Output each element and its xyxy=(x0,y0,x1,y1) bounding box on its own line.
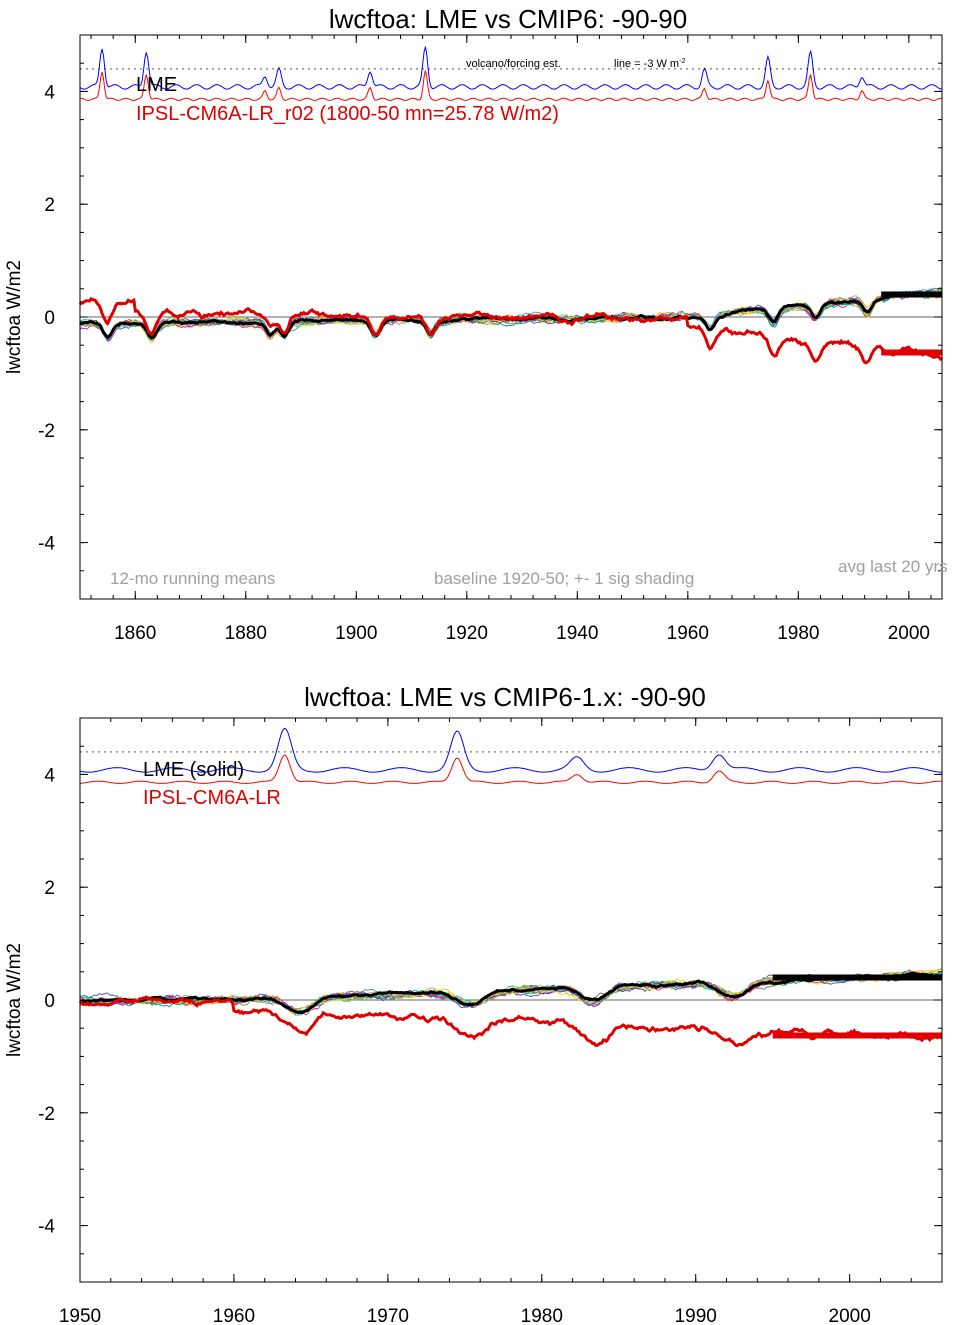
x-tick-label: 2000 xyxy=(888,623,930,644)
plot-area-1 xyxy=(78,46,943,365)
y-tick-label: 2 xyxy=(44,878,55,899)
plot-frame-1 xyxy=(79,34,943,600)
y-tick-label: -2 xyxy=(38,421,55,442)
y-tick-label: -4 xyxy=(38,534,55,555)
y-tick-label: 4 xyxy=(44,765,55,786)
ipsl-line xyxy=(78,297,943,365)
ipsl-line xyxy=(78,995,943,1048)
legend-lme-1: LME xyxy=(136,74,177,96)
forcing-ipsl-line xyxy=(79,754,942,784)
legend-ipsl-1: IPSL-CM6A-LR_r02 (1800-50 mn=25.78 W/m2) xyxy=(136,103,559,125)
line-note: line = -3 W m-2 xyxy=(614,58,685,70)
x-tick-label: 2000 xyxy=(829,1306,871,1325)
axis-ticks-1: 1860 1880 1900 1920 1940 1960 1980 2000 -4 -2 0 2 4 xyxy=(38,34,942,644)
y-axis-label-1: lwcftoa W/m2 xyxy=(4,260,25,374)
y-axis-label-2: lwcftoa W/m2 xyxy=(4,943,25,1057)
x-tick-label: 1960 xyxy=(667,623,709,644)
y-tick-label: -2 xyxy=(38,1104,55,1125)
plot-area-2 xyxy=(78,727,943,1048)
y-tick-label: 0 xyxy=(44,991,55,1012)
x-tick-label: 1990 xyxy=(675,1306,717,1325)
y-tick-label: -4 xyxy=(38,1217,55,1238)
forcing-lme-line xyxy=(79,727,942,773)
baseline-note: baseline 1920-50; +- 1 sig shading xyxy=(434,569,694,588)
chart-title-1: lwcftoa: LME vs CMIP6: -90-90 xyxy=(329,4,687,34)
chart-panel-2: lwcftoa: LME vs CMIP6-1.x: -90-90 lwcfto… xyxy=(4,682,943,1325)
forcing-lme-line xyxy=(79,46,943,90)
x-tick-label: 1980 xyxy=(521,1306,563,1325)
x-tick-label: 1900 xyxy=(335,623,377,644)
axis-ticks-2: 1950 1960 1970 1980 1990 2000 -4 -2 0 2 4 xyxy=(38,717,943,1325)
volcano-note: volcano/forcing est. xyxy=(466,58,561,70)
y-tick-label: 2 xyxy=(44,195,55,216)
chart-panel-1: lwcftoa: LME vs CMIP6: -90-90 lwcftoa W/… xyxy=(4,4,948,644)
x-tick-label: 1940 xyxy=(556,623,598,644)
forcing-ipsl-line xyxy=(80,70,942,101)
running-mean-note: 12-mo running means xyxy=(110,569,275,588)
x-tick-label: 1860 xyxy=(114,623,156,644)
x-tick-label: 1980 xyxy=(777,623,819,644)
y-tick-label: 0 xyxy=(44,308,55,329)
line-note-superscript: -2 xyxy=(679,58,685,65)
line-note-text: line = -3 W m xyxy=(614,58,679,70)
x-tick-label: 1960 xyxy=(213,1306,255,1325)
legend-ipsl-2: IPSL-CM6A-LR xyxy=(143,787,281,809)
chart-title-2: lwcftoa: LME vs CMIP6-1.x: -90-90 xyxy=(304,682,706,712)
x-tick-label: 1880 xyxy=(225,623,267,644)
legend-lme-2: LME (solid) xyxy=(143,759,244,781)
plot-frame-2 xyxy=(79,717,943,1283)
x-tick-label: 1970 xyxy=(367,1306,409,1325)
x-tick-label: 1950 xyxy=(59,1306,101,1325)
y-tick-label: 4 xyxy=(44,82,55,103)
avg-last-note: avg last 20 yrs xyxy=(838,557,948,576)
x-tick-label: 1920 xyxy=(446,623,488,644)
